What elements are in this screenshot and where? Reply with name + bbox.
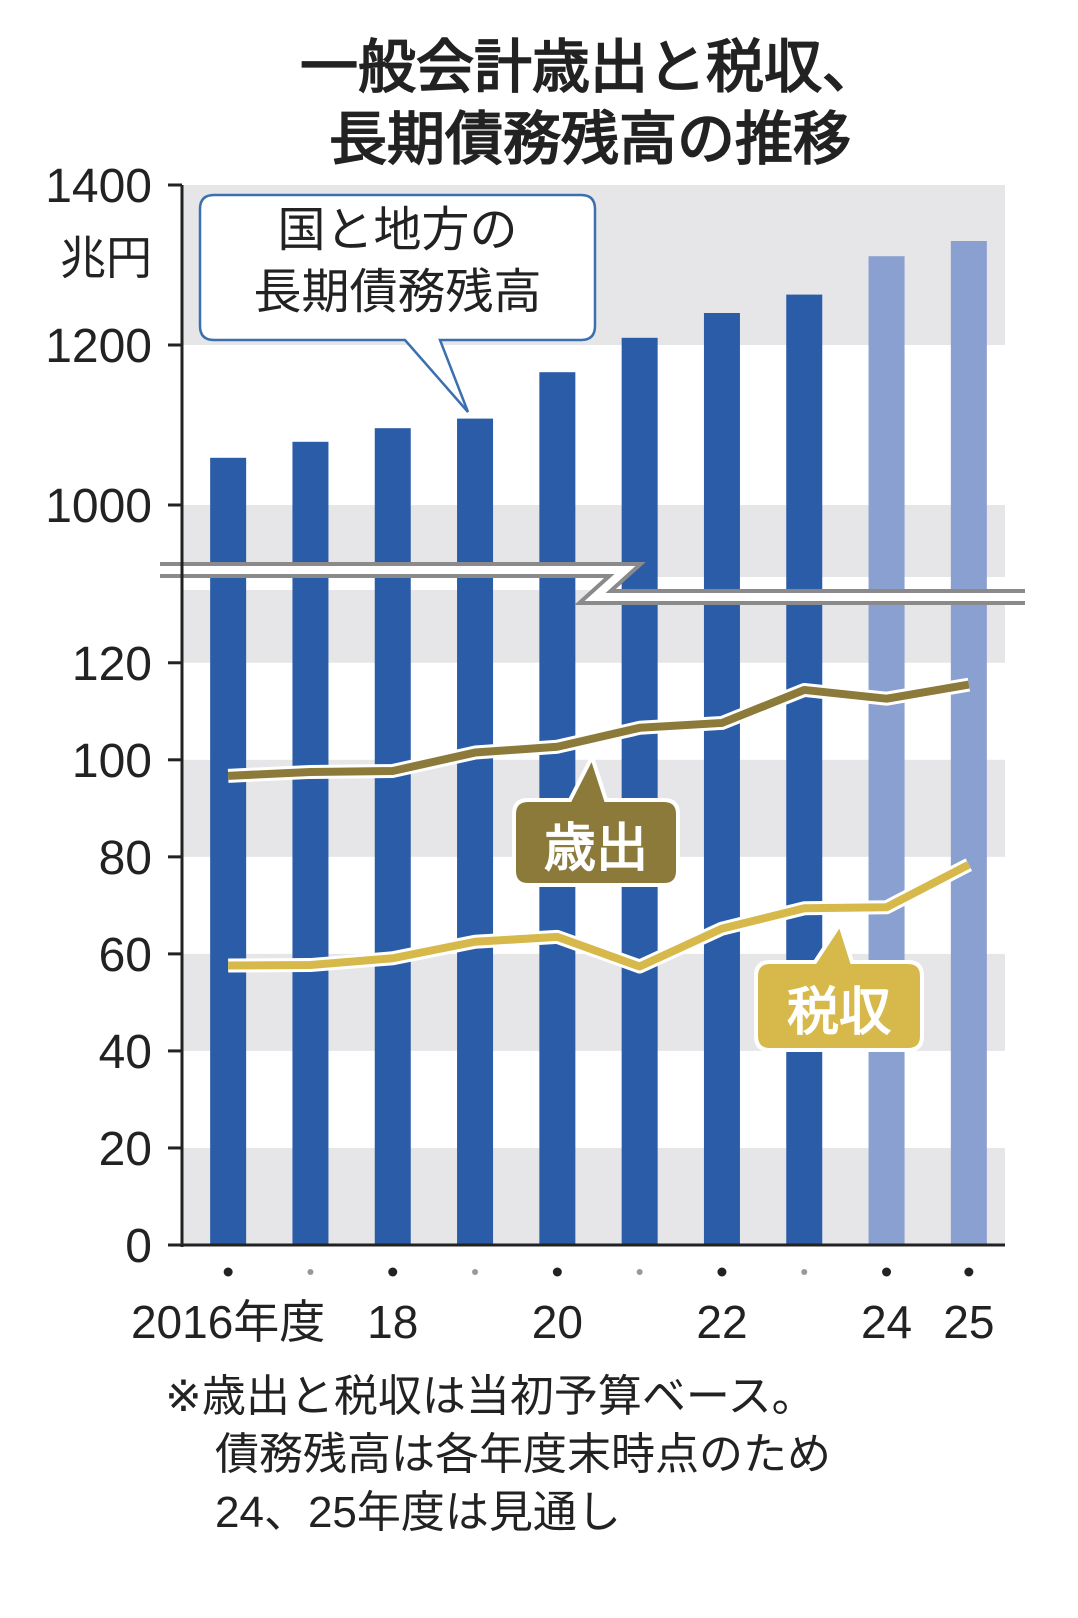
axis-break-gap	[160, 566, 1025, 601]
axes: 0 20 40 60 80 100 120 1000 1200 1400 2016年度 18 20 22 2…	[45, 160, 1005, 1348]
y-unit: 兆円	[60, 232, 152, 284]
y-tick-label: 1000	[45, 480, 152, 533]
legend-label: 歳出	[543, 820, 648, 878]
bar	[210, 457, 247, 1245]
callout-expenditure	[512, 751, 680, 887]
y-tick-label: 60	[99, 929, 152, 982]
x-tick-dot	[388, 1267, 398, 1277]
x-tick-dot	[801, 1269, 808, 1275]
x-tick-dot	[964, 1267, 974, 1277]
x-tick-label: 24	[861, 1296, 912, 1348]
callout-tax	[754, 919, 924, 1052]
x-tick-label: 20	[532, 1296, 583, 1348]
y-tick-label: 40	[99, 1026, 152, 1079]
y-tick-label: 20	[99, 1123, 152, 1176]
x-tick-dot	[636, 1269, 643, 1275]
footnote: ※歳出と税収は当初予算ベース。 債務残高は各年度末時点のため 24、25年度は見…	[165, 1372, 831, 1537]
x-tick-dot	[552, 1267, 562, 1277]
legend-label: 税収	[786, 984, 891, 1042]
x-tick-dot	[882, 1267, 892, 1277]
callout-debt	[198, 193, 597, 413]
y-tick-label: 100	[72, 735, 152, 788]
chart-title: 一般会計歳出と税収、 長期債務残高の推移	[299, 35, 880, 172]
line	[227, 680, 970, 780]
y-tick-label: 80	[99, 832, 152, 885]
x-tick-label: 2016年度	[131, 1296, 325, 1348]
bar	[703, 313, 740, 1245]
lines	[227, 677, 973, 974]
x-tick-label: 22	[696, 1296, 747, 1348]
y-tick-label: 1400	[45, 160, 152, 213]
x-tick-dot	[472, 1269, 479, 1275]
y-tick-label: 1200	[45, 320, 152, 373]
x-tick-label: 25	[943, 1296, 994, 1348]
x-tick-dot	[717, 1267, 727, 1277]
bar	[868, 256, 905, 1245]
y-tick-label: 120	[72, 638, 152, 691]
legend-label: 国と地方の 長期債務残高	[253, 204, 542, 319]
x-tick-label: 18	[367, 1296, 418, 1348]
x-tick-dot	[223, 1267, 233, 1277]
bar	[786, 294, 823, 1246]
bar	[457, 418, 494, 1246]
bar	[374, 428, 411, 1245]
y-tick-label: 0	[125, 1220, 152, 1273]
bar	[621, 337, 658, 1245]
x-tick-dot	[307, 1269, 314, 1275]
bar	[950, 241, 987, 1245]
line	[228, 861, 971, 971]
